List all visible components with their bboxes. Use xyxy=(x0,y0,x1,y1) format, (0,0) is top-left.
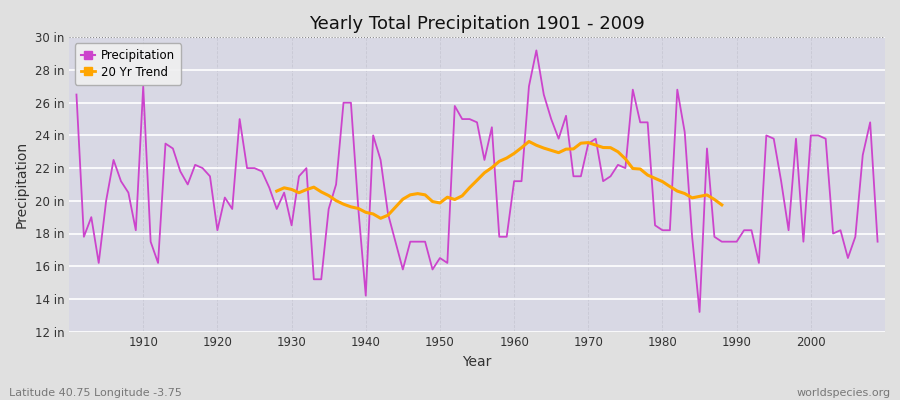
X-axis label: Year: Year xyxy=(463,355,491,369)
Title: Yearly Total Precipitation 1901 - 2009: Yearly Total Precipitation 1901 - 2009 xyxy=(309,15,645,33)
Text: worldspecies.org: worldspecies.org xyxy=(796,388,891,398)
Legend: Precipitation, 20 Yr Trend: Precipitation, 20 Yr Trend xyxy=(75,43,181,84)
Text: Latitude 40.75 Longitude -3.75: Latitude 40.75 Longitude -3.75 xyxy=(9,388,182,398)
Y-axis label: Precipitation: Precipitation xyxy=(15,141,29,228)
